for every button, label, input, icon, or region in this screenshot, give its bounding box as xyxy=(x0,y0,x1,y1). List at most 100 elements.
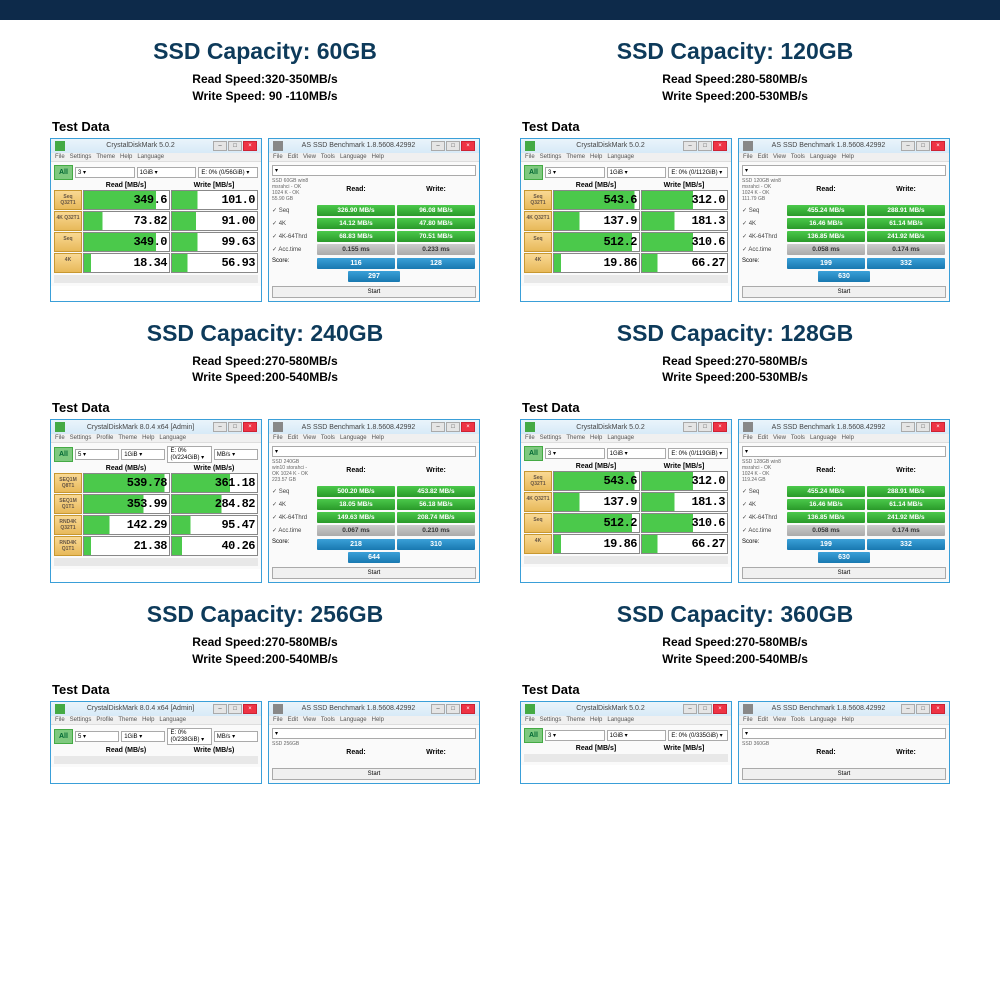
menu-item[interactable]: Language xyxy=(607,154,634,160)
menu-item[interactable]: Tools xyxy=(321,717,335,723)
dropdown-select[interactable]: E: 0% (0/119GiB) ▾ xyxy=(668,448,728,459)
menu-item[interactable]: Help xyxy=(842,435,854,441)
test-button[interactable]: Seq xyxy=(54,232,82,252)
minimize-button[interactable]: – xyxy=(431,704,445,714)
menu-item[interactable]: File xyxy=(743,154,753,160)
close-button[interactable]: × xyxy=(931,141,945,151)
window-titlebar[interactable]: AS SSD Benchmark 1.8.5608.42992–□× xyxy=(269,139,479,153)
maximize-button[interactable]: □ xyxy=(698,422,712,432)
test-button[interactable]: Seq Q32T1 xyxy=(524,190,552,210)
test-label[interactable]: ✓ Seq xyxy=(272,488,316,495)
minimize-button[interactable]: – xyxy=(683,141,697,151)
test-button[interactable]: 4K xyxy=(524,253,552,273)
dropdown-select[interactable]: 3 ▾ xyxy=(545,167,605,178)
test-label[interactable]: ✓ 4K xyxy=(272,220,316,227)
maximize-button[interactable]: □ xyxy=(446,141,460,151)
dropdown-select[interactable]: E: 0% (0/224GiB) ▾ xyxy=(167,446,211,463)
dropdown-select[interactable]: 1GiB ▾ xyxy=(137,167,197,178)
menu-item[interactable]: File xyxy=(743,717,753,723)
minimize-button[interactable]: – xyxy=(431,141,445,151)
maximize-button[interactable]: □ xyxy=(916,141,930,151)
close-button[interactable]: × xyxy=(243,141,257,151)
test-button[interactable]: Seq Q32T1 xyxy=(524,471,552,491)
menu-item[interactable]: Settings xyxy=(540,154,562,160)
drive-select[interactable]: ▾ xyxy=(272,728,476,739)
maximize-button[interactable]: □ xyxy=(916,704,930,714)
menu-item[interactable]: Help xyxy=(590,717,602,723)
window-titlebar[interactable]: CrystalDiskMark 5.0.2–□× xyxy=(521,420,731,434)
menu-item[interactable]: View xyxy=(773,717,786,723)
menu-item[interactable]: File xyxy=(55,435,65,441)
window-titlebar[interactable]: CrystalDiskMark 5.0.2–□× xyxy=(51,139,261,153)
dropdown-select[interactable]: 1GiB ▾ xyxy=(121,449,165,460)
menu-item[interactable]: Tools xyxy=(791,154,805,160)
menu-item[interactable]: Help xyxy=(842,717,854,723)
menu-item[interactable]: Help xyxy=(372,435,384,441)
menu-item[interactable]: Tools xyxy=(791,717,805,723)
test-button[interactable]: Seq xyxy=(524,232,552,252)
window-titlebar[interactable]: AS SSD Benchmark 1.8.5608.42992–□× xyxy=(739,702,949,716)
all-button[interactable]: All xyxy=(524,728,543,743)
start-button[interactable]: Start xyxy=(742,286,946,298)
dropdown-select[interactable]: MB/s ▾ xyxy=(214,449,258,460)
all-button[interactable]: All xyxy=(524,446,543,461)
menu-item[interactable]: View xyxy=(773,154,786,160)
test-button[interactable]: 4K xyxy=(524,534,552,554)
menu-item[interactable]: Tools xyxy=(321,435,335,441)
test-button[interactable]: 4K Q32T1 xyxy=(54,211,82,231)
menu-item[interactable]: Theme xyxy=(566,435,585,441)
dropdown-select[interactable]: 1GiB ▾ xyxy=(607,167,667,178)
close-button[interactable]: × xyxy=(713,704,727,714)
menu-item[interactable]: Edit xyxy=(758,154,768,160)
menu-item[interactable]: Edit xyxy=(288,717,298,723)
menu-item[interactable]: Help xyxy=(590,435,602,441)
test-label[interactable]: ✓ Acc.time xyxy=(272,246,316,253)
close-button[interactable]: × xyxy=(713,422,727,432)
menu-item[interactable]: File xyxy=(525,435,535,441)
test-label[interactable]: ✓ Acc.time xyxy=(742,246,786,253)
menu-item[interactable]: Language xyxy=(810,435,837,441)
menu-item[interactable]: Language xyxy=(137,154,164,160)
drive-select[interactable]: ▾ xyxy=(742,446,946,457)
test-label[interactable]: ✓ 4K-64Thrd xyxy=(272,514,316,521)
menu-item[interactable]: Language xyxy=(810,717,837,723)
menu-item[interactable]: Profile xyxy=(96,717,113,723)
close-button[interactable]: × xyxy=(243,704,257,714)
dropdown-select[interactable]: E: 0% (0/56GiB) ▾ xyxy=(198,167,258,178)
menu-item[interactable]: Help xyxy=(142,717,154,723)
dropdown-select[interactable]: 5 ▾ xyxy=(75,449,119,460)
test-button[interactable]: SEQ1M Q1T1 xyxy=(54,494,82,514)
minimize-button[interactable]: – xyxy=(213,422,227,432)
menu-item[interactable]: Settings xyxy=(70,435,92,441)
menu-item[interactable]: File xyxy=(743,435,753,441)
test-button[interactable]: Seq Q32T1 xyxy=(54,190,82,210)
start-button[interactable]: Start xyxy=(742,567,946,579)
menu-item[interactable]: Tools xyxy=(791,435,805,441)
menu-item[interactable]: Theme xyxy=(118,435,137,441)
menu-item[interactable]: File xyxy=(55,154,65,160)
test-button[interactable]: 4K Q32T1 xyxy=(524,492,552,512)
test-label[interactable]: ✓ Seq xyxy=(742,207,786,214)
test-button[interactable]: 4K Q32T1 xyxy=(524,211,552,231)
menu-item[interactable]: Edit xyxy=(758,717,768,723)
maximize-button[interactable]: □ xyxy=(916,422,930,432)
test-label[interactable]: ✓ Acc.time xyxy=(742,527,786,534)
window-titlebar[interactable]: CrystalDiskMark 8.0.4 x64 [Admin]–□× xyxy=(51,702,261,716)
close-button[interactable]: × xyxy=(461,704,475,714)
menu-item[interactable]: Language xyxy=(340,154,367,160)
test-label[interactable]: ✓ Seq xyxy=(742,488,786,495)
close-button[interactable]: × xyxy=(461,141,475,151)
window-titlebar[interactable]: CrystalDiskMark 5.0.2–□× xyxy=(521,139,731,153)
start-button[interactable]: Start xyxy=(272,567,476,579)
close-button[interactable]: × xyxy=(931,704,945,714)
menu-item[interactable]: Settings xyxy=(70,154,92,160)
menu-item[interactable]: Help xyxy=(590,154,602,160)
dropdown-select[interactable]: 1GiB ▾ xyxy=(607,730,667,741)
maximize-button[interactable]: □ xyxy=(698,704,712,714)
dropdown-select[interactable]: 1GiB ▾ xyxy=(121,731,165,742)
test-label[interactable]: ✓ 4K-64Thrd xyxy=(272,233,316,240)
menu-item[interactable]: Edit xyxy=(758,435,768,441)
dropdown-select[interactable]: 3 ▾ xyxy=(545,730,605,741)
test-label[interactable]: ✓ 4K xyxy=(272,501,316,508)
drive-select[interactable]: ▾ xyxy=(272,165,476,176)
